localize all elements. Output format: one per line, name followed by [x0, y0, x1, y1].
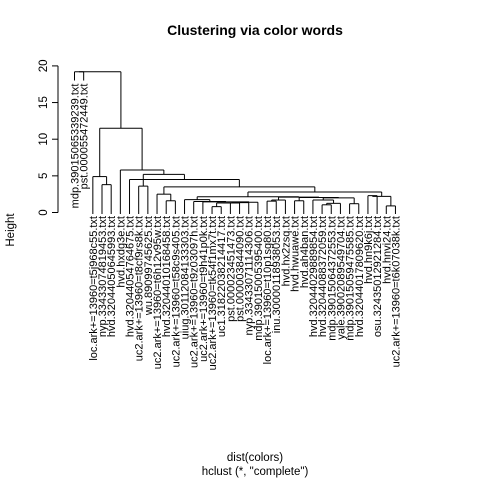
leaf-label: nyp.33433071114306.txt — [244, 216, 256, 335]
y-tick-label: 20 — [38, 60, 50, 73]
leaf-label: mdp.39015059475585.txt — [345, 216, 357, 341]
y-tick-label: 15 — [38, 96, 50, 109]
leaf-label: inu.30000118938053.txt — [271, 216, 283, 333]
leaf-label: mdp.39015005395400.txt — [253, 216, 265, 341]
leaf-label: loc.ark+=13960=t10p1sg80.txt — [262, 216, 274, 364]
leaf-label: hvd.32044054764675.txt — [125, 216, 137, 337]
y-axis: 0 5 10 15 20 — [38, 60, 59, 216]
y-tick-label: 5 — [38, 173, 50, 179]
y-tick-label: 10 — [38, 133, 50, 146]
dendrogram-branches — [74, 71, 396, 214]
leaf-label: uiug.30112084133303.txt — [180, 216, 192, 339]
leaf-label: hvd.32044010168458.txt — [161, 216, 173, 337]
leaf-label: mdp.39015065339239.txt — [70, 84, 82, 209]
leaf-label: hvd.ah4ban.txt — [299, 216, 311, 288]
leaf-label: uc1.31822038214417.txt — [216, 216, 228, 337]
leaf-label: loc.ark+=13960=t5j968c55.txt — [88, 216, 100, 361]
leaf-label: uc2.ark+=13960=t58c9s405.txt — [170, 216, 182, 367]
leaf-labels: mdp.39015065339239.txtpst.000055472449.t… — [70, 84, 403, 371]
leaf-label: uc2.ark+=13960=t8cf9rs8k.txt — [134, 216, 146, 361]
method-subtitle: hclust (*, "complete") — [202, 466, 309, 478]
leaf-label: uc2.ark+=13960=tk54f1mx7t.txt — [207, 216, 219, 370]
leaf-label: hvd.hx2zsq.txt — [280, 216, 292, 286]
leaf-label: pst.000003844090.txt — [235, 216, 247, 322]
y-axis-label: Height — [5, 213, 17, 247]
leaf-label: hvd.hn9k6j.txt — [363, 216, 375, 284]
leaf-label: uc2.ark+=13960=t9z03097h.txt — [189, 216, 201, 368]
leaf-label: hvd.32044088372059.txt — [317, 216, 329, 337]
leaf-label: hvd.32044050645993.txt — [106, 216, 118, 337]
leaf-label: hvd.hnvi24.txt — [381, 216, 393, 284]
chart-title: Clustering via color words — [167, 22, 343, 38]
leaf-label: nyp.33433074819453.txt — [97, 216, 109, 337]
leaf-label: pst.000055472449.txt — [79, 84, 91, 190]
leaf-label: osu.32435012921284.txt — [372, 216, 384, 337]
leaf-label: hvd.32044017809620.txt — [354, 216, 366, 337]
x-axis-label: dist(colors) — [227, 452, 283, 464]
leaf-label: wu.89099745625.txt — [143, 216, 155, 316]
leaf-label: uc2.ark+=13960=t6k07038k.txt — [390, 216, 402, 367]
leaf-label: pst.000023451473.txt — [225, 216, 237, 322]
leaf-label: uc2.ark+=13960=t6h12v95w.txt — [152, 216, 164, 369]
leaf-label: hvd.hxdg3e.txt — [115, 216, 127, 288]
leaf-label: uc2.ark+=13960=t9h41p0k.txt — [198, 216, 210, 362]
leaf-label: yale.39002089549704.txt — [335, 216, 347, 340]
leaf-label: hvd.32044029889854.txt — [308, 216, 320, 337]
y-tick-label: 0 — [38, 209, 50, 215]
leaf-label: hvd.hwuawe.txt — [290, 216, 302, 292]
leaf-label: mdp.39015064372553.txt — [326, 216, 338, 341]
